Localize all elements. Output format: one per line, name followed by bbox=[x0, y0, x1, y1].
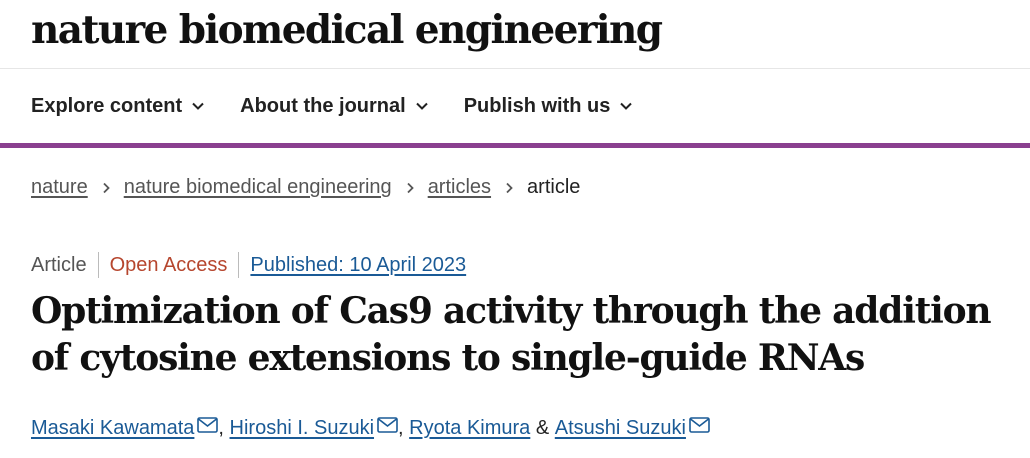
chevron-down-icon bbox=[620, 102, 633, 110]
journal-logo[interactable]: nature biomedical engineering bbox=[31, 7, 663, 53]
nav-about-journal[interactable]: About the journal bbox=[240, 95, 429, 118]
chevron-right-icon bbox=[103, 182, 110, 193]
nav-label: Explore content bbox=[31, 94, 183, 117]
envelope-icon[interactable] bbox=[689, 416, 710, 433]
chevron-down-icon bbox=[415, 102, 428, 110]
nav-label: Publish with us bbox=[463, 94, 611, 117]
author-link[interactable]: Masaki Kawamata bbox=[31, 417, 195, 439]
nav-label: About the journal bbox=[240, 94, 406, 117]
author-link[interactable]: Hiroshi I. Suzuki bbox=[229, 417, 375, 439]
chevron-right-icon bbox=[407, 182, 414, 193]
author-link[interactable]: Ryota Kimura bbox=[409, 417, 531, 439]
article-type: Article bbox=[31, 253, 87, 276]
site-header: nature biomedical engineering bbox=[0, 0, 1030, 69]
chevron-right-icon bbox=[506, 182, 513, 193]
nav-publish-with-us[interactable]: Publish with us bbox=[464, 95, 634, 118]
author-separator: & bbox=[535, 417, 550, 439]
envelope-icon[interactable] bbox=[197, 416, 219, 433]
main-nav: Explore content About the journal Publis… bbox=[0, 69, 1030, 148]
chevron-down-icon bbox=[192, 102, 204, 110]
breadcrumb-articles[interactable]: articles bbox=[427, 176, 492, 198]
author-link[interactable]: Atsushi Suzuki bbox=[554, 417, 686, 439]
breadcrumb-nature[interactable]: nature bbox=[31, 176, 88, 198]
breadcrumb-current: article bbox=[527, 176, 581, 198]
article-title: Optimization of Cas9 activity through th… bbox=[31, 290, 992, 379]
meta-divider bbox=[238, 252, 240, 278]
author-separator: , bbox=[218, 417, 224, 439]
breadcrumb-journal[interactable]: nature biomedical engineering bbox=[123, 176, 392, 198]
published-date-link[interactable]: Published: 10 April 2023 bbox=[250, 253, 467, 276]
nav-explore-content[interactable]: Explore content bbox=[31, 95, 205, 118]
open-access-badge: Open Access bbox=[109, 253, 228, 276]
article-meta: Article Open Access Published: 10 April … bbox=[31, 252, 466, 278]
breadcrumb: nature nature biomedical engineering art… bbox=[31, 176, 580, 199]
envelope-icon[interactable] bbox=[377, 416, 398, 433]
author-list: Masaki Kawamata , Hiroshi I. Suzuki , Ry… bbox=[31, 416, 710, 440]
meta-divider bbox=[97, 252, 99, 278]
author-separator: , bbox=[398, 417, 404, 439]
